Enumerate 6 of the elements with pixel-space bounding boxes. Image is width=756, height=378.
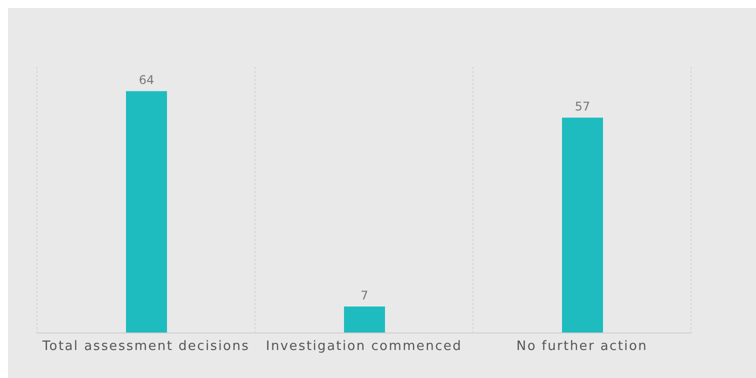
x-tick-label: Investigation commenced [266, 339, 462, 354]
data-label: 57 [574, 100, 590, 114]
x-tick-label: Total assessment decisions [41, 339, 250, 354]
x-tick-label: No further action [516, 339, 648, 354]
data-label: 64 [138, 73, 154, 88]
data-label: 7 [360, 288, 368, 303]
